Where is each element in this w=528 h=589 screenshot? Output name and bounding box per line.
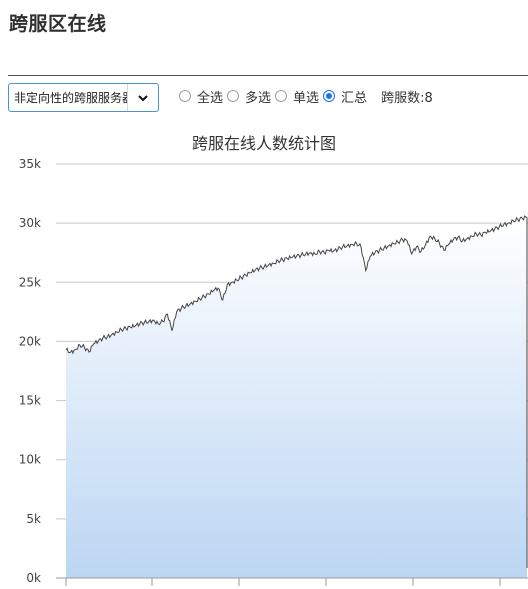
radio-summary-dot[interactable]	[323, 90, 335, 102]
radio-single-select-label: 单选	[293, 87, 319, 106]
y-tick-label: 10k	[19, 453, 41, 467]
y-tick-label: 20k	[19, 334, 41, 348]
online-count-chart: 0k 5k 10k 15k 20k 25k 30k 35k	[0, 125, 528, 589]
y-tick-label: 25k	[19, 275, 41, 289]
view-mode-radio-group: 全选 多选 单选 汇总 跨服数:8	[179, 86, 433, 106]
chevron-down-icon[interactable]	[127, 84, 158, 111]
radio-summary[interactable]: 汇总	[323, 87, 367, 106]
radio-multi-select[interactable]: 多选	[227, 87, 271, 106]
server-type-select-value: 非定向性的跨服服务器	[9, 89, 127, 106]
header-divider	[8, 75, 528, 76]
radio-select-all[interactable]: 全选	[179, 87, 223, 106]
y-tick-label: 15k	[19, 394, 41, 408]
series-area	[66, 216, 527, 578]
radio-select-all-dot[interactable]	[179, 90, 191, 102]
radio-select-all-label: 全选	[197, 87, 223, 106]
radio-summary-label: 汇总	[341, 87, 367, 106]
server-count: 跨服数:8	[381, 87, 433, 106]
radio-single-select[interactable]: 单选	[275, 87, 319, 106]
page-title: 跨服区在线	[9, 9, 107, 36]
y-tick-label: 30k	[19, 216, 41, 230]
radio-multi-select-dot[interactable]	[227, 90, 239, 102]
server-type-select[interactable]: 非定向性的跨服服务器	[8, 83, 159, 112]
y-tick-label: 5k	[26, 512, 41, 526]
y-tick-label: 35k	[19, 157, 41, 171]
radio-single-select-dot[interactable]	[275, 90, 287, 102]
y-tick-label: 0k	[26, 571, 41, 585]
radio-multi-select-label: 多选	[245, 87, 271, 106]
